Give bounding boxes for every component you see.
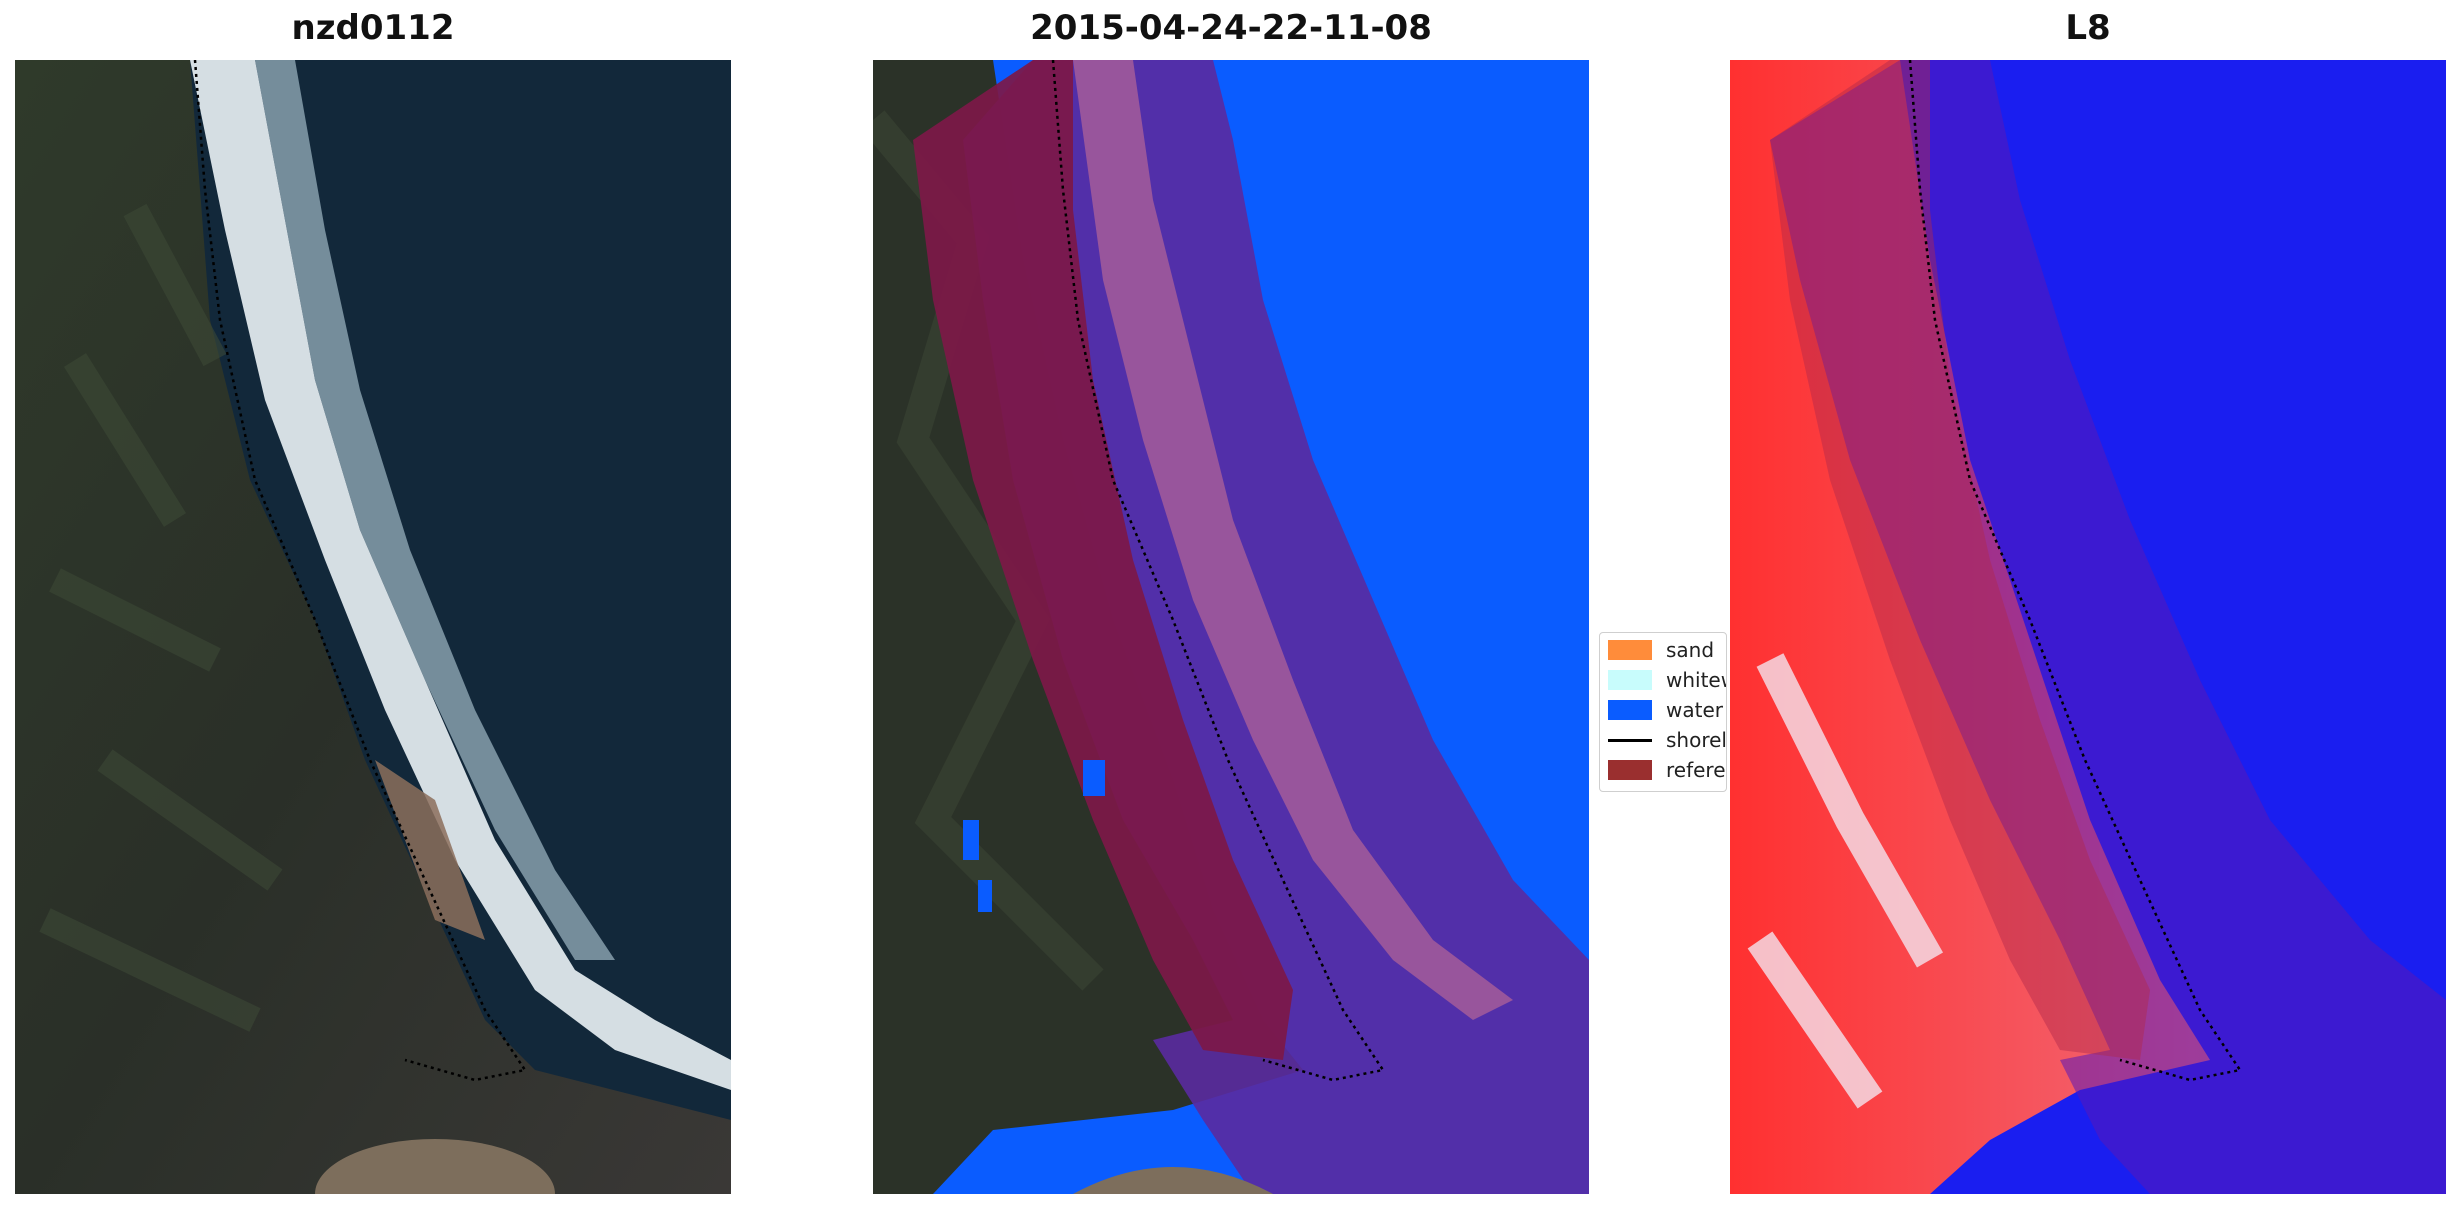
legend-item-shoreline: shoreline bbox=[1608, 725, 1727, 755]
index-image bbox=[1730, 60, 2446, 1194]
legend-item-water: water bbox=[1608, 695, 1723, 725]
legend-item-reference: reference shoreline buffer bbox=[1608, 755, 1726, 785]
legend-swatch-sand bbox=[1608, 640, 1652, 660]
legend-swatch-shoreline bbox=[1608, 738, 1652, 742]
legend-swatch-water bbox=[1608, 700, 1652, 720]
panel-title-rgb: nzd0112 bbox=[291, 8, 455, 48]
classified-image-panel bbox=[873, 60, 1589, 1194]
rgb-image bbox=[15, 60, 731, 1194]
panel-title-classified: 2015-04-24-22-11-08 bbox=[1030, 8, 1432, 48]
index-image-panel bbox=[1730, 60, 2446, 1194]
legend-label-reference: reference shoreline buffer bbox=[1666, 758, 1726, 782]
legend-label-sand: sand bbox=[1666, 638, 1715, 662]
legend-label-shoreline: shoreline bbox=[1666, 728, 1727, 752]
legend-swatch-reference bbox=[1608, 760, 1652, 780]
panel-title-index: L8 bbox=[2065, 8, 2111, 48]
legend-swatch-whitewater bbox=[1608, 670, 1652, 690]
legend-item-sand: sand bbox=[1608, 635, 1714, 665]
classified-image bbox=[873, 60, 1589, 1194]
rgb-image-panel bbox=[15, 60, 731, 1194]
legend-label-water: water bbox=[1666, 698, 1723, 722]
